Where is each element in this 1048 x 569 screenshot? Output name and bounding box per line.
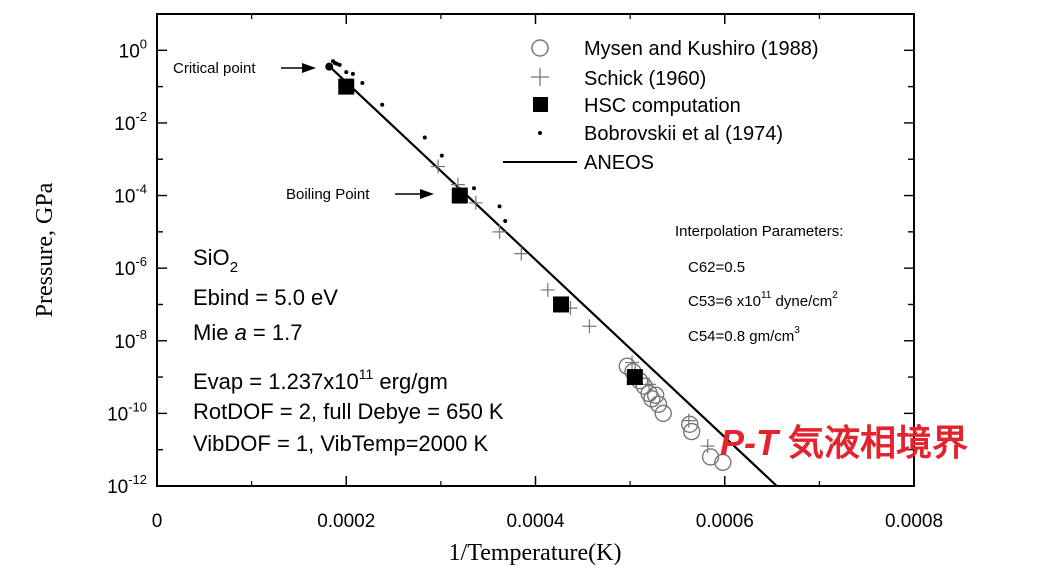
- hsc-point: [451, 187, 468, 204]
- y-tick-label: 10-2: [114, 109, 147, 135]
- x-axis-ticks: 0 0.0002 0.0004 0.0006 0.0008: [152, 14, 943, 532]
- species-label: SiO2: [193, 245, 238, 276]
- legend-item-bobrovskii: Bobrovskii et al (1974): [538, 123, 783, 145]
- rotdof-label: RotDOF = 2, full Debye = 650 K: [193, 399, 504, 424]
- bobrovskii-point: [422, 135, 427, 140]
- critical-point-label: Critical point: [173, 60, 256, 77]
- data-series: [325, 59, 778, 487]
- hsc-point: [553, 296, 570, 313]
- bobrovskii-point: [503, 218, 508, 223]
- dot-marker-icon: [538, 131, 542, 135]
- mysen-point: [682, 422, 701, 441]
- y-tick-label: 10-12: [107, 472, 147, 498]
- pt-boundary-caption: P-T 気液相境界: [720, 422, 968, 463]
- bobrovskii-point: [337, 62, 342, 67]
- y-tick-label: 10-10: [107, 399, 147, 425]
- critical-point-marker: [325, 62, 334, 71]
- simulation-parameters: SiO2 Ebind = 5.0 eV Mie a = 1.7 Evap = 1…: [193, 245, 504, 456]
- legend-label: HSC computation: [584, 95, 741, 117]
- c53-label: C53=6 x1011 dyne/cm2: [688, 290, 838, 310]
- x-axis-label: 1/Temperature(K): [449, 540, 622, 566]
- x-tick-label: 0.0008: [885, 511, 943, 532]
- bobrovskii-point: [471, 186, 476, 191]
- bobrovskii-point: [344, 70, 349, 75]
- legend-item-schick: Schick (1960): [531, 68, 706, 90]
- open-circle-marker-icon: [531, 39, 549, 57]
- mysen-point: [646, 386, 665, 404]
- vibdof-label: VibDOF = 1, VibTemp=2000 K: [193, 431, 488, 456]
- filled-square-marker-icon: [533, 97, 548, 112]
- legend-label: Bobrovskii et al (1974): [584, 123, 783, 145]
- x-tick-label: 0.0002: [317, 511, 375, 532]
- y-tick-label: 100: [119, 36, 147, 62]
- y-tick-label: 10-8: [114, 327, 147, 353]
- schick-point: [582, 319, 597, 334]
- mysen-point: [643, 390, 661, 408]
- bobrovskii-point: [380, 102, 385, 107]
- c54-label: C54=0.8 gm/cm3: [688, 325, 800, 345]
- x-tick-label: 0: [152, 511, 163, 532]
- mysen-point: [681, 415, 699, 433]
- y-axis-label: Pressure, GPa: [32, 182, 58, 317]
- schick-point: [540, 282, 555, 297]
- ebind-label: Ebind = 5.0 eV: [193, 285, 338, 310]
- bobrovskii-point: [360, 80, 365, 85]
- x-tick-label: 0.0006: [696, 511, 754, 532]
- boiling-point-label: Boiling Point: [286, 186, 370, 203]
- plus-marker-icon: [531, 68, 549, 86]
- mysen-point: [654, 404, 672, 423]
- legend-item-hsc: HSC computation: [533, 95, 741, 117]
- critical-point-arrow-head: [302, 63, 316, 73]
- schick-point: [700, 439, 715, 454]
- mysen-point: [701, 448, 720, 466]
- bobrovskii-point: [350, 71, 355, 76]
- mie-label: Mie a = 1.7: [193, 320, 302, 345]
- mysen-point: [649, 395, 668, 414]
- schick-point: [468, 195, 483, 210]
- legend: Mysen and Kushiro (1988) Schick (1960) H…: [503, 38, 819, 174]
- schick-point: [514, 246, 529, 261]
- schick-point: [492, 224, 507, 239]
- y-tick-label: 10-6: [114, 254, 147, 280]
- schick-point: [431, 159, 446, 174]
- schick-point: [681, 413, 696, 428]
- interpolation-parameters: Interpolation Parameters: C62=0.5 C53=6 …: [675, 223, 843, 345]
- legend-label: ANEOS: [584, 152, 654, 174]
- legend-label: Mysen and Kushiro (1988): [584, 38, 819, 60]
- legend-item-mysen: Mysen and Kushiro (1988): [531, 38, 819, 60]
- hsc-point: [626, 369, 643, 386]
- y-tick-label: 10-4: [114, 182, 147, 208]
- boiling-point-arrow-head: [420, 189, 434, 199]
- schick-point: [625, 355, 640, 370]
- interpolation-title: Interpolation Parameters:: [675, 223, 843, 240]
- bobrovskii-point: [439, 153, 444, 158]
- y-axis-ticks: 100 10-2 10-4 10-6 10-8 10-10 10-12: [107, 13, 914, 498]
- legend-item-aneos: ANEOS: [503, 152, 654, 174]
- c62-label: C62=0.5: [688, 259, 745, 276]
- bobrovskii-point: [497, 204, 502, 209]
- mysen-point: [714, 453, 732, 472]
- evap-label: Evap = 1.237x1011 erg/gm: [193, 366, 448, 394]
- aneos-line: [330, 67, 778, 487]
- legend-label: Schick (1960): [584, 68, 706, 90]
- schick-point: [642, 377, 657, 392]
- hsc-point: [338, 78, 355, 95]
- x-tick-label: 0.0004: [506, 511, 565, 532]
